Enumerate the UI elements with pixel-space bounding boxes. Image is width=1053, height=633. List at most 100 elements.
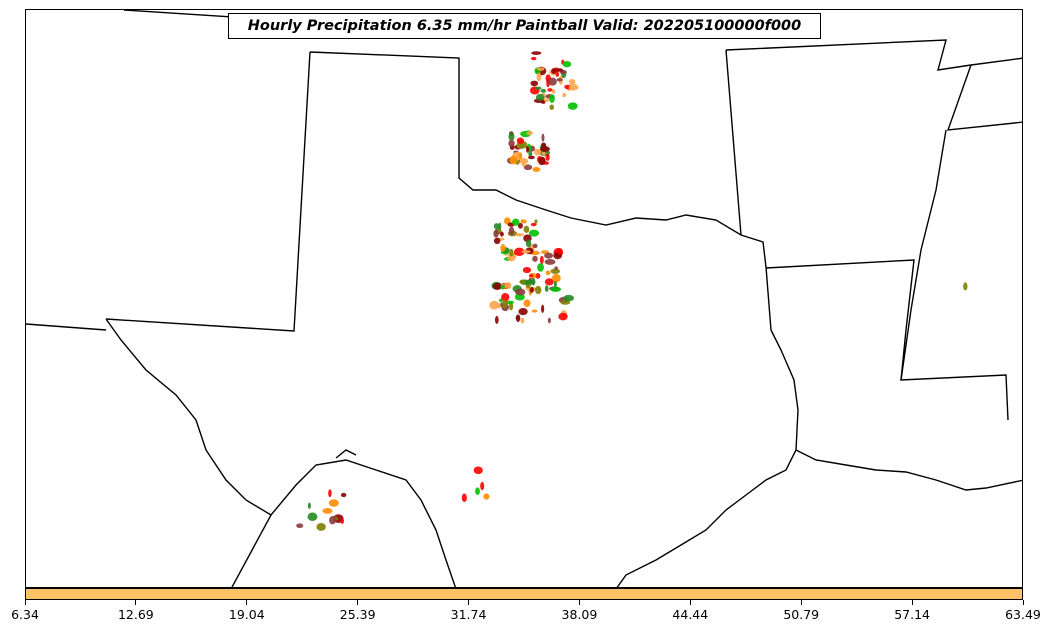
precip-blob bbox=[528, 151, 533, 157]
precip-blob bbox=[512, 218, 520, 226]
precip-blob bbox=[530, 80, 539, 87]
precip-blob bbox=[316, 522, 326, 531]
precip-blob bbox=[517, 222, 523, 229]
precip-blob bbox=[536, 67, 545, 71]
map-canvas bbox=[26, 10, 1022, 587]
colorbar-tick-label: 63.49 bbox=[1005, 607, 1041, 622]
precip-blob bbox=[567, 102, 578, 110]
precip-blob bbox=[554, 266, 558, 271]
precip-blob bbox=[525, 239, 532, 248]
precip-blob bbox=[562, 60, 572, 68]
precip-blob bbox=[473, 466, 483, 475]
precip-blob bbox=[489, 300, 499, 310]
precip-blob bbox=[531, 309, 538, 313]
colorbar bbox=[25, 588, 1023, 600]
precip-blob bbox=[508, 132, 515, 141]
precip-blob bbox=[535, 86, 542, 90]
colorbar-tick bbox=[1022, 600, 1024, 605]
state-boundaries bbox=[26, 10, 1022, 587]
precip-blob bbox=[529, 286, 534, 293]
colorbar-tick bbox=[800, 600, 802, 605]
precip-blob bbox=[540, 88, 547, 93]
precip-blob bbox=[544, 285, 549, 292]
precip-blob bbox=[532, 166, 541, 172]
precip-blob bbox=[545, 270, 551, 275]
precip-blob bbox=[509, 155, 518, 165]
colorbar-tick bbox=[689, 600, 691, 605]
precip-blob bbox=[515, 233, 524, 237]
precip-blob bbox=[538, 156, 546, 166]
precip-blob bbox=[551, 273, 561, 283]
precip-blob bbox=[549, 104, 555, 110]
precip-blob bbox=[556, 248, 563, 255]
precip-blob bbox=[508, 139, 515, 147]
precip-blob bbox=[568, 79, 576, 85]
precip-blob bbox=[329, 516, 336, 525]
colorbar-tick-label: 6.34 bbox=[11, 607, 39, 622]
precip-blob bbox=[515, 314, 521, 322]
precip-blob bbox=[535, 93, 545, 101]
precip-blob bbox=[548, 77, 557, 86]
map-title: Hourly Precipitation 6.35 mm/hr Paintbal… bbox=[228, 13, 821, 39]
precip-blob bbox=[525, 145, 530, 153]
precip-blob bbox=[541, 151, 546, 156]
precip-blob bbox=[307, 502, 311, 509]
precip-blob bbox=[508, 226, 515, 236]
precip-blob bbox=[558, 312, 568, 321]
colorbar-tick-label: 31.74 bbox=[450, 607, 487, 622]
precip-blob bbox=[532, 255, 538, 262]
precip-blob bbox=[501, 300, 508, 309]
precip-blob bbox=[516, 137, 524, 144]
precip-blob bbox=[547, 317, 551, 324]
precip-blob bbox=[556, 77, 563, 82]
precip-blob bbox=[307, 512, 318, 522]
precip-blob bbox=[555, 72, 560, 77]
precip-blob bbox=[562, 92, 567, 98]
precip-blob bbox=[537, 263, 544, 272]
precip-blob bbox=[551, 68, 557, 75]
precip-blob bbox=[519, 279, 527, 284]
colorbar-tick-label: 57.14 bbox=[894, 607, 931, 622]
precip-blob bbox=[544, 278, 554, 286]
precip-blob bbox=[480, 481, 485, 491]
precip-blob bbox=[547, 88, 553, 92]
precip-blob bbox=[528, 229, 540, 237]
precip-blob bbox=[539, 255, 544, 265]
precip-blob bbox=[483, 493, 490, 500]
precip-blob bbox=[563, 294, 574, 302]
precip-blob bbox=[526, 131, 533, 136]
precip-blob bbox=[527, 155, 535, 160]
precip-blob bbox=[553, 280, 557, 288]
precip-blob bbox=[541, 142, 547, 148]
precip-blob bbox=[536, 72, 542, 82]
precip-blob bbox=[520, 219, 524, 224]
precip-blob bbox=[461, 493, 467, 502]
precip-blob bbox=[504, 217, 511, 225]
colorbar-tick-label: 38.09 bbox=[561, 607, 598, 622]
colorbar-tick bbox=[135, 600, 137, 605]
precip-blob bbox=[540, 146, 550, 152]
colorbar-tick-label: 50.79 bbox=[783, 607, 820, 622]
precip-blob bbox=[500, 284, 505, 290]
colorbar-tick-label: 19.04 bbox=[228, 607, 265, 622]
precip-blob bbox=[529, 274, 534, 278]
precip-blob bbox=[518, 152, 523, 160]
precip-blob bbox=[340, 518, 345, 524]
precip-blob bbox=[532, 243, 538, 249]
precipitation-blobs bbox=[296, 51, 968, 531]
precip-blob bbox=[521, 161, 527, 167]
precip-blob bbox=[544, 259, 556, 265]
precip-blob bbox=[523, 164, 533, 171]
precip-blob bbox=[541, 133, 545, 142]
colorbar-tick bbox=[24, 600, 26, 605]
colorbar-tick bbox=[246, 600, 248, 605]
precip-blob bbox=[497, 303, 502, 309]
precip-blob bbox=[493, 229, 499, 238]
precip-blob bbox=[498, 222, 502, 231]
precip-blob bbox=[541, 304, 545, 314]
precip-blob bbox=[328, 489, 332, 498]
precip-blob bbox=[530, 222, 537, 227]
precip-blob bbox=[545, 153, 550, 161]
precip-blob bbox=[522, 267, 532, 274]
precip-blob bbox=[515, 288, 526, 296]
